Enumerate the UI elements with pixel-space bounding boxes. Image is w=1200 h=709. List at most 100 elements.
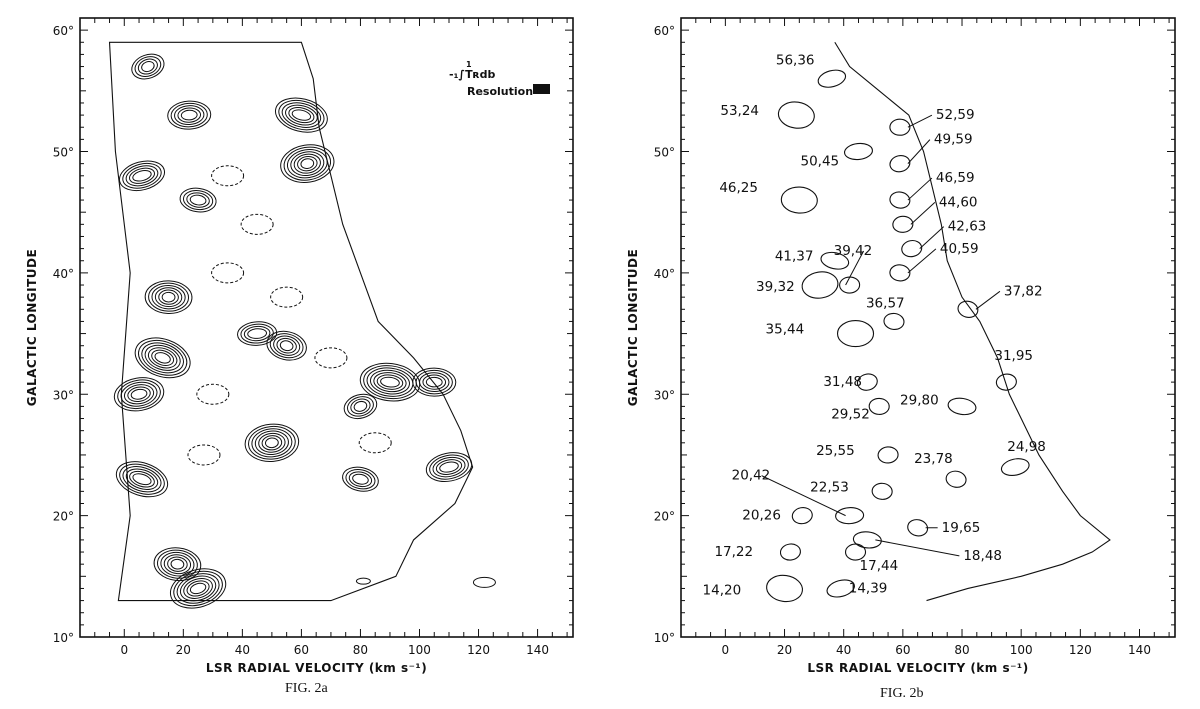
x-tick-label: 100: [1010, 643, 1033, 657]
cloud-outline: [892, 215, 914, 233]
contour-peak: [266, 330, 307, 361]
cloud-outline: [856, 373, 878, 391]
cloud-outline: [791, 507, 813, 525]
cloud: 25,55: [816, 443, 899, 464]
cloud-label: 24,98: [1007, 439, 1046, 455]
cloud-outline: [871, 482, 893, 500]
cloud-outline: [1000, 458, 1030, 476]
cloud-outline: [817, 69, 847, 88]
cloud: 50,45: [800, 142, 873, 170]
cloud-outline: [995, 373, 1017, 391]
cloud-label: 31,95: [994, 348, 1033, 364]
cloud: 46,25: [719, 180, 818, 214]
x-tick-label: 80: [353, 643, 368, 657]
cloud: 19,65: [907, 519, 981, 537]
contour-peak: [115, 461, 169, 498]
cloud: 14,39: [826, 579, 887, 598]
x-tick-label: 100: [408, 643, 431, 657]
y-tick-label: 30°: [53, 388, 74, 402]
contour-peak: [144, 280, 193, 314]
cloud-outline: [835, 507, 865, 525]
x-axis-title: LSR RADIAL VELOCITY (km s⁻¹): [206, 661, 427, 675]
y-tick-label: 10°: [53, 631, 74, 645]
cloud-label: 18,48: [963, 548, 1002, 564]
y-tick-label: 50°: [654, 146, 675, 160]
cloud: 14,20: [703, 574, 803, 603]
contour-peak: [118, 160, 166, 192]
cloud: 31,95: [994, 348, 1033, 391]
cloud-outline: [889, 118, 911, 136]
cloud-label: 14,20: [703, 582, 742, 598]
x-tick-label: 40: [235, 643, 250, 657]
cloud: 40,59: [889, 241, 979, 282]
y-tick-label: 60°: [654, 24, 675, 38]
leader-line: [910, 201, 936, 225]
cloud-outline: [836, 320, 875, 348]
isolated-contour: [472, 576, 496, 588]
cloud-label: 17,22: [714, 544, 753, 560]
cloud-outline: [877, 446, 899, 464]
cloud-label: 19,65: [942, 520, 981, 536]
cloud: 17,44: [844, 543, 898, 574]
cloud-label: 56,36: [776, 53, 815, 69]
cloud-outline: [839, 276, 861, 294]
plot-frame: [79, 17, 574, 638]
cloud-outline: [843, 142, 873, 161]
y-axis-title: GALACTIC LONGITUDE: [25, 249, 39, 406]
leader-line: [907, 139, 931, 164]
leader-line: [975, 290, 1001, 310]
cloud-label: 46,25: [719, 180, 758, 196]
contour-peak: [131, 53, 165, 80]
contour-peak: [274, 97, 328, 133]
cloud-outline: [868, 397, 890, 415]
cloud-outline: [889, 191, 911, 209]
cloud-label: 44,60: [939, 194, 978, 210]
cloud-outline: [779, 543, 801, 561]
dashed-contour: [270, 286, 304, 308]
caption-fig-2a: FIG. 2a: [285, 681, 329, 696]
cloud: 46,59: [889, 170, 975, 209]
leader-line: [907, 248, 937, 274]
x-tick-label: 120: [1069, 643, 1092, 657]
leader-line: [875, 539, 960, 557]
leader-line: [919, 226, 945, 249]
y-tick-label: 30°: [654, 388, 675, 402]
y-axis-title: GALACTIC LONGITUDE: [626, 249, 640, 406]
cloud-outline: [777, 101, 815, 129]
y-tick-label: 20°: [53, 510, 74, 524]
cloud: 44,60: [892, 194, 978, 233]
contour-peak: [169, 568, 227, 609]
dashed-contour: [187, 444, 221, 466]
y-tick-label: 60°: [53, 24, 74, 38]
panel-a: 0 20 40 60 80 100 120 140 10° 20° 30° 40° 50° 60° LSR …: [25, 17, 574, 675]
envelope-curve: [834, 41, 1111, 602]
dashed-contour: [358, 432, 392, 454]
contour-peak: [342, 466, 379, 492]
contour-peak: [280, 144, 335, 183]
x-tick-label: 20: [176, 643, 191, 657]
cloud: 31,48: [823, 373, 878, 391]
cloud-label: 29,80: [900, 392, 939, 408]
resolution-box: [533, 84, 550, 94]
x-tick-label: 60: [294, 643, 309, 657]
cloud: 29,80: [900, 392, 977, 416]
cloud-outline: [889, 264, 911, 282]
x-tick-label: 120: [467, 643, 490, 657]
y-tick-label: 10°: [654, 631, 675, 645]
x-tick-label: 40: [836, 643, 851, 657]
x-tick-label: 0: [722, 643, 730, 657]
cloud-label: 36,57: [866, 295, 905, 311]
plot-frame: [680, 17, 1176, 638]
cloud-label: 40,59: [940, 241, 979, 257]
leader-line: [907, 114, 933, 128]
dashed-contour: [196, 383, 230, 405]
cloud-label: 37,82: [1004, 283, 1043, 299]
dashed-contour: [211, 262, 245, 284]
leader-line: [761, 475, 846, 517]
cloud: 24,98: [1000, 439, 1046, 476]
x-tick-label: 60: [895, 643, 910, 657]
y-tick-label: 40°: [53, 267, 74, 281]
cloud: 56,36: [776, 53, 847, 88]
leader-line: [845, 250, 865, 286]
